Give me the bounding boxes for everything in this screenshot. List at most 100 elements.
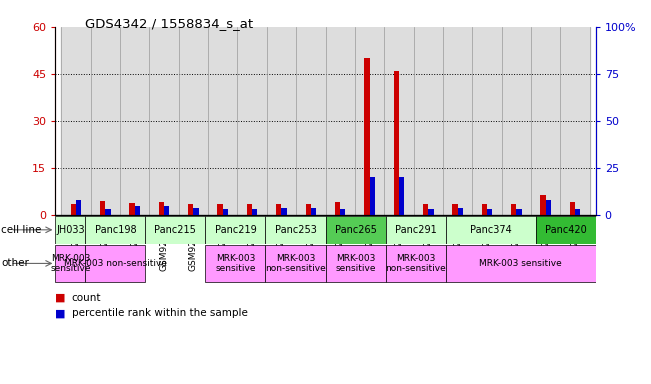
Bar <box>428 209 434 215</box>
Bar <box>238 27 267 215</box>
Text: Panc253: Panc253 <box>275 225 316 235</box>
Text: count: count <box>72 293 101 303</box>
Text: Panc374: Panc374 <box>470 225 512 235</box>
Bar <box>443 27 473 215</box>
Bar <box>61 27 90 215</box>
Bar <box>487 209 492 215</box>
Text: MRK-003 sensitive: MRK-003 sensitive <box>479 259 562 268</box>
Bar <box>326 216 385 244</box>
Bar <box>55 245 85 282</box>
Bar <box>536 216 596 244</box>
Bar <box>178 27 208 215</box>
Bar <box>145 216 206 244</box>
Text: other: other <box>1 258 29 268</box>
Text: GDS4342 / 1558834_s_at: GDS4342 / 1558834_s_at <box>85 17 253 30</box>
Bar <box>281 207 286 215</box>
Bar <box>76 200 81 215</box>
Bar <box>90 27 120 215</box>
Text: MRK-003
sensitive: MRK-003 sensitive <box>215 254 256 273</box>
Text: MRK-003
sensitive: MRK-003 sensitive <box>335 254 376 273</box>
Bar <box>570 202 575 215</box>
Bar <box>355 27 384 215</box>
Bar <box>394 71 399 215</box>
Bar <box>188 204 193 215</box>
Bar <box>384 27 413 215</box>
Bar <box>370 177 375 215</box>
Bar <box>473 27 502 215</box>
Text: Panc215: Panc215 <box>154 225 197 235</box>
Bar <box>296 27 326 215</box>
Bar <box>217 204 223 215</box>
Bar <box>159 202 164 215</box>
Bar <box>326 245 385 282</box>
Bar <box>502 27 531 215</box>
Text: JH033: JH033 <box>56 225 85 235</box>
Bar <box>340 209 346 215</box>
Bar <box>531 27 561 215</box>
Bar <box>252 209 257 215</box>
Bar <box>276 204 281 215</box>
Bar <box>326 27 355 215</box>
Bar <box>105 209 111 215</box>
Bar <box>399 177 404 215</box>
Text: Panc198: Panc198 <box>94 225 136 235</box>
Bar <box>311 207 316 215</box>
Bar <box>540 195 546 215</box>
Bar <box>164 206 169 215</box>
Bar <box>355 27 384 215</box>
Bar <box>546 200 551 215</box>
Bar <box>384 27 413 215</box>
Text: MRK-003
non-sensitive: MRK-003 non-sensitive <box>265 254 326 273</box>
Text: Panc420: Panc420 <box>545 225 587 235</box>
Bar <box>531 27 561 215</box>
Text: percentile rank within the sample: percentile rank within the sample <box>72 308 247 318</box>
Bar <box>385 245 445 282</box>
Bar <box>482 204 487 215</box>
Bar <box>511 204 516 215</box>
Bar <box>85 245 145 282</box>
Bar <box>305 204 311 215</box>
Bar <box>238 27 267 215</box>
Bar <box>206 216 266 244</box>
Bar <box>55 216 85 244</box>
Text: ■: ■ <box>55 308 66 318</box>
Bar <box>130 203 135 215</box>
Bar <box>267 27 296 215</box>
Bar <box>365 58 370 215</box>
Text: Panc291: Panc291 <box>395 225 436 235</box>
Bar <box>561 27 590 215</box>
Bar <box>575 209 581 215</box>
Bar <box>413 27 443 215</box>
Bar <box>208 27 238 215</box>
Bar <box>223 209 228 215</box>
Bar <box>443 27 473 215</box>
Text: Panc219: Panc219 <box>215 225 256 235</box>
Bar <box>90 27 120 215</box>
Text: MRK-003
non-sensitive: MRK-003 non-sensitive <box>385 254 446 273</box>
Bar <box>120 27 149 215</box>
Bar <box>120 27 149 215</box>
Bar <box>266 245 326 282</box>
Bar <box>458 207 463 215</box>
Bar <box>100 201 105 215</box>
Bar <box>70 204 76 215</box>
Bar <box>149 27 178 215</box>
Bar <box>385 216 445 244</box>
Bar <box>473 27 502 215</box>
Bar <box>502 27 531 215</box>
Bar <box>335 202 340 215</box>
Bar <box>208 27 238 215</box>
Bar <box>206 245 266 282</box>
Text: ■: ■ <box>55 293 66 303</box>
Bar <box>413 27 443 215</box>
Bar <box>178 27 208 215</box>
Text: cell line: cell line <box>1 225 42 235</box>
Bar <box>61 27 90 215</box>
Bar <box>326 27 355 215</box>
Bar <box>267 27 296 215</box>
Bar <box>516 209 521 215</box>
Bar <box>445 216 536 244</box>
Bar <box>445 245 596 282</box>
Bar <box>423 204 428 215</box>
Bar <box>135 206 140 215</box>
